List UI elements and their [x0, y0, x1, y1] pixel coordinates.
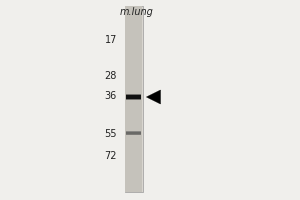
Bar — [126, 131, 141, 132]
Bar — [126, 133, 141, 134]
Bar — [126, 95, 141, 96]
Bar — [126, 96, 141, 97]
Bar — [126, 96, 141, 97]
Bar — [126, 97, 141, 98]
Bar — [126, 132, 141, 133]
Bar — [126, 131, 141, 132]
Bar — [124, 6, 142, 192]
Bar — [126, 132, 141, 133]
Bar — [126, 135, 141, 136]
Bar — [126, 98, 141, 99]
Bar — [126, 131, 141, 132]
Bar — [126, 98, 141, 99]
Bar — [126, 99, 141, 100]
Bar — [126, 98, 141, 99]
Bar — [126, 97, 141, 98]
Bar — [126, 133, 141, 134]
Bar — [126, 134, 141, 135]
Text: 36: 36 — [105, 91, 117, 101]
Bar — [126, 99, 141, 100]
Bar — [126, 97, 141, 98]
Bar — [126, 94, 141, 95]
Bar — [126, 134, 141, 135]
Bar — [126, 94, 141, 95]
Bar — [126, 97, 141, 98]
Text: 28: 28 — [105, 71, 117, 81]
Bar — [126, 96, 141, 97]
Bar — [126, 95, 141, 96]
Bar — [126, 96, 141, 97]
Bar — [126, 95, 141, 96]
Bar — [126, 99, 141, 100]
Bar — [126, 98, 141, 99]
Text: 55: 55 — [104, 129, 117, 139]
Bar — [126, 133, 141, 134]
Bar — [126, 95, 141, 96]
Bar — [125, 6, 142, 192]
Bar — [126, 98, 141, 99]
Bar — [126, 95, 141, 96]
Bar — [126, 94, 141, 95]
Bar — [126, 132, 141, 133]
Polygon shape — [146, 90, 161, 104]
Bar — [126, 131, 141, 132]
Bar — [126, 134, 141, 135]
Bar — [126, 133, 141, 134]
Bar — [126, 132, 141, 133]
Bar — [126, 96, 141, 97]
Bar — [126, 94, 141, 95]
Bar — [126, 130, 141, 131]
Bar — [126, 95, 141, 96]
Text: 17: 17 — [105, 35, 117, 45]
Text: m.lung: m.lung — [120, 7, 153, 17]
Bar — [126, 97, 141, 98]
Bar — [126, 96, 141, 97]
Bar — [126, 134, 141, 135]
Bar — [126, 97, 141, 98]
Bar — [126, 99, 141, 100]
Bar — [126, 98, 141, 99]
Text: 72: 72 — [104, 151, 117, 161]
